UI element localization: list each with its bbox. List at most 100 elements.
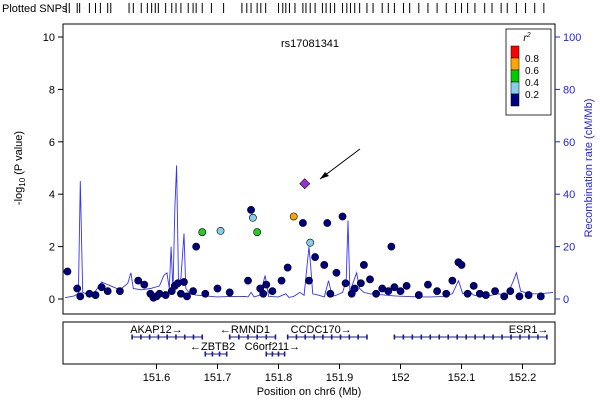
snp-point — [326, 289, 335, 298]
snp-point — [448, 276, 457, 285]
snp-point — [247, 206, 255, 214]
gene-exon — [283, 351, 286, 357]
gene-label: ESR1→ — [509, 324, 549, 336]
snp-point — [216, 226, 225, 235]
y2-tick-label: 20 — [563, 242, 575, 254]
snp-point — [536, 292, 545, 301]
snp-point — [338, 212, 347, 221]
snp-point — [433, 287, 441, 296]
gene-exon — [204, 351, 207, 357]
gene-track: AKAP12→ ←RMND1 CCDC170→ ESR1→ ←ZBTB2 C6orf211… — [130, 324, 548, 357]
gene-exon — [271, 351, 274, 357]
snp-point — [359, 261, 368, 269]
snp-point — [91, 291, 100, 299]
snp-point — [268, 287, 277, 296]
recombination-rate-layer — [64, 165, 554, 299]
x-tick-label: 151.7 — [204, 372, 232, 384]
gene-exon — [330, 334, 333, 340]
legend-label: 0.2 — [525, 90, 539, 101]
y2-axis-label: Recombination rate (cM/Mb) — [583, 99, 595, 238]
snp-point — [76, 292, 85, 301]
y-tick-label: 10 — [43, 32, 55, 44]
gene-exon — [211, 351, 214, 357]
gene-exon — [247, 334, 249, 340]
legend-label: 0.6 — [525, 66, 539, 77]
gene-exon — [183, 334, 186, 340]
snp-point — [366, 275, 374, 284]
plotted-snps-track — [65, 3, 545, 13]
gene-exon — [501, 334, 503, 340]
snp-point — [305, 276, 313, 285]
gene-exon — [537, 334, 539, 340]
snp-point — [103, 287, 112, 296]
gene-exon — [393, 334, 396, 340]
x-axis: 151.6 151.7 151.8 151.9 152 152.1 152.2 — [143, 364, 537, 384]
snp-point — [350, 284, 359, 293]
snp-point — [298, 219, 307, 227]
gene-exon — [277, 351, 280, 357]
snp-point — [289, 212, 298, 221]
gene-exon — [546, 334, 548, 340]
snp-point — [424, 280, 432, 289]
y2-tick-label: 100 — [563, 32, 581, 44]
snp-point — [463, 289, 472, 298]
y-axis-right: 0 20 40 60 80 100 — [555, 32, 581, 306]
snp-point — [457, 261, 466, 269]
snp-point — [356, 279, 365, 288]
legend-label: 0.8 — [525, 54, 539, 65]
snp-point — [341, 279, 350, 288]
y-label-sub: 10 — [18, 177, 27, 186]
legend-swatch — [510, 45, 520, 59]
snp-point — [192, 242, 201, 251]
snp-point — [183, 292, 191, 301]
legend-swatch — [510, 93, 520, 107]
gene-exon — [402, 334, 405, 340]
snp-point — [491, 287, 499, 296]
gene-label: ←RMND1 — [220, 324, 270, 336]
snp-point — [262, 280, 271, 289]
x-tick-label: 152.2 — [509, 372, 537, 384]
snp-point — [481, 291, 490, 299]
y-label-rest: (P value) — [13, 131, 25, 178]
snp-point — [320, 261, 329, 269]
plot-area-frame — [62, 23, 556, 315]
snp-point — [402, 281, 411, 290]
snp-point — [414, 291, 423, 299]
gene-exon — [256, 334, 258, 340]
snp-point — [189, 287, 197, 296]
y-axis-left: 0 2 4 6 8 10 — [43, 32, 63, 306]
gene-exon — [438, 334, 441, 340]
snp-point — [469, 281, 478, 290]
snp-point — [225, 288, 234, 297]
legend-swatch — [510, 57, 520, 71]
snp-point — [306, 238, 315, 247]
gene-exon — [456, 334, 458, 340]
gene-exon — [447, 334, 450, 340]
gene-exon — [201, 334, 204, 340]
snp-point — [500, 292, 509, 301]
snp-point — [244, 276, 252, 285]
recombination-line — [64, 165, 554, 299]
y2-tick-label: 0 — [563, 294, 569, 306]
gene-exon — [411, 334, 414, 340]
y-tick-label: 8 — [49, 84, 55, 96]
gene-exon — [322, 334, 324, 340]
gene-exon — [286, 334, 289, 340]
legend-title: r2 — [523, 32, 530, 44]
y-tick-label: 4 — [49, 189, 55, 201]
gene-exon — [429, 334, 432, 340]
snp-point — [506, 287, 515, 296]
snp-point — [140, 280, 149, 289]
snp-point — [253, 228, 262, 237]
snp-point — [283, 263, 292, 272]
snp-point — [396, 287, 405, 296]
snp-point — [161, 291, 170, 299]
gene-exon — [140, 334, 142, 340]
snp-point — [63, 267, 72, 276]
snp-point — [311, 253, 319, 261]
x-tick-label: 151.8 — [265, 372, 293, 384]
snp-point — [524, 291, 533, 299]
snp-point — [372, 289, 380, 298]
snp-point — [198, 228, 207, 237]
